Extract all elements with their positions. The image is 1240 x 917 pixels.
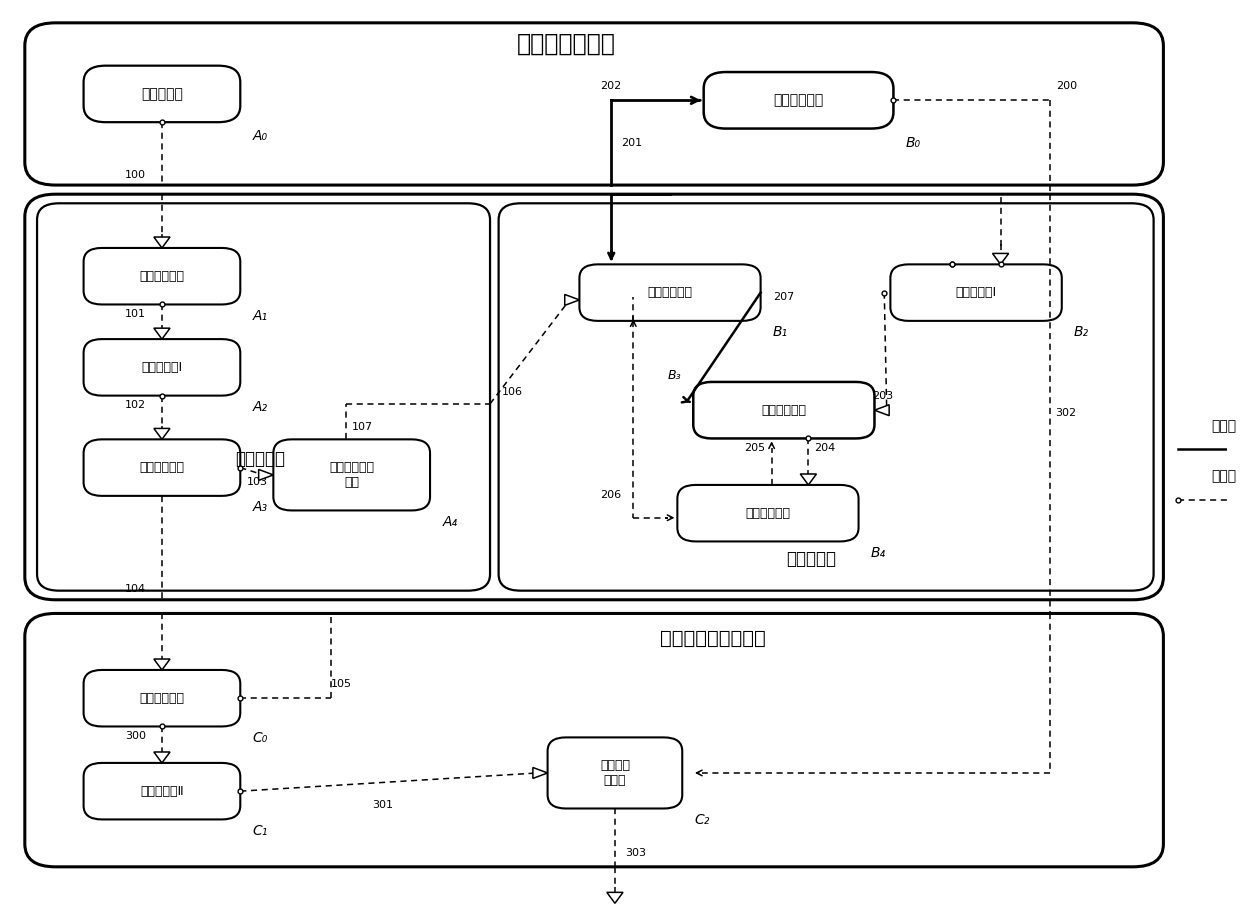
FancyBboxPatch shape	[677, 485, 858, 541]
Text: 音频增强模块: 音频增强模块	[139, 691, 185, 704]
FancyBboxPatch shape	[498, 204, 1153, 591]
Text: C₂: C₂	[694, 813, 709, 827]
FancyBboxPatch shape	[548, 737, 682, 809]
Polygon shape	[606, 892, 622, 903]
Text: B₂: B₂	[1074, 326, 1089, 339]
Text: B₄: B₄	[870, 546, 885, 560]
Text: B₃: B₃	[667, 369, 681, 382]
Text: 立体视觉装置: 立体视觉装置	[774, 94, 823, 107]
Text: 图像识别模块: 图像识别模块	[745, 507, 790, 520]
FancyBboxPatch shape	[83, 66, 241, 122]
Text: 云台控制中心: 云台控制中心	[647, 286, 692, 299]
Text: 100: 100	[125, 170, 146, 180]
Text: 200: 200	[1055, 82, 1076, 91]
Text: 301: 301	[372, 801, 393, 811]
Text: 101: 101	[125, 309, 146, 319]
Text: 音频采集模块: 音频采集模块	[139, 270, 185, 282]
Text: 音频工作区: 音频工作区	[234, 449, 285, 468]
Polygon shape	[154, 237, 170, 248]
FancyBboxPatch shape	[83, 763, 241, 820]
Text: A₁: A₁	[253, 309, 268, 323]
Text: 202: 202	[600, 82, 622, 91]
Text: A₄: A₄	[443, 515, 458, 529]
Text: 信息流: 信息流	[1211, 470, 1236, 483]
Text: 107: 107	[352, 422, 373, 432]
Text: 204: 204	[815, 443, 836, 453]
Text: 103: 103	[247, 477, 268, 487]
Polygon shape	[564, 294, 579, 305]
Text: 105: 105	[331, 679, 352, 689]
Polygon shape	[533, 768, 548, 779]
Text: 图像处理模块: 图像处理模块	[761, 403, 806, 416]
Text: 麦克风阵列: 麦克风阵列	[141, 87, 182, 101]
Text: 控制流: 控制流	[1211, 419, 1236, 433]
Text: C₀: C₀	[253, 731, 268, 745]
FancyBboxPatch shape	[25, 23, 1163, 185]
Polygon shape	[154, 428, 170, 439]
Polygon shape	[154, 328, 170, 339]
FancyBboxPatch shape	[579, 264, 760, 321]
Text: 207: 207	[773, 293, 794, 303]
Text: 视频音频合成工作区: 视频音频合成工作区	[660, 628, 766, 647]
Text: C₁: C₁	[253, 824, 268, 838]
FancyBboxPatch shape	[25, 194, 1163, 600]
Polygon shape	[154, 659, 170, 670]
Text: 104: 104	[125, 584, 146, 594]
Polygon shape	[259, 470, 273, 481]
FancyBboxPatch shape	[890, 264, 1061, 321]
Text: 106: 106	[502, 387, 523, 396]
FancyBboxPatch shape	[83, 439, 241, 496]
FancyBboxPatch shape	[273, 439, 430, 511]
Polygon shape	[992, 253, 1008, 264]
Text: 302: 302	[1055, 408, 1076, 418]
Text: 205: 205	[744, 443, 765, 453]
FancyBboxPatch shape	[693, 382, 874, 438]
Polygon shape	[800, 474, 816, 485]
Text: 视频工作区: 视频工作区	[786, 550, 836, 568]
Text: 集成传感器硬件: 集成传感器硬件	[517, 32, 615, 56]
Text: 102: 102	[125, 400, 146, 410]
Text: 206: 206	[600, 490, 621, 500]
FancyBboxPatch shape	[703, 72, 894, 128]
Text: 300: 300	[125, 731, 146, 741]
FancyBboxPatch shape	[37, 204, 490, 591]
Text: 音频去噪模块: 音频去噪模块	[139, 461, 185, 474]
Polygon shape	[874, 404, 889, 415]
Text: 音频缓冲区Ⅰ: 音频缓冲区Ⅰ	[141, 361, 182, 374]
Text: A₃: A₃	[253, 501, 268, 514]
Text: A₂: A₂	[253, 400, 268, 414]
Text: 303: 303	[625, 847, 646, 857]
Text: 视频音频
成模块: 视频音频 成模块	[600, 759, 630, 787]
Polygon shape	[154, 752, 170, 763]
Text: 203: 203	[872, 391, 893, 401]
FancyBboxPatch shape	[83, 339, 241, 395]
Text: B₀: B₀	[905, 136, 921, 149]
Text: 音频追踪定位
模块: 音频追踪定位 模块	[329, 461, 374, 489]
Text: A₀: A₀	[253, 129, 268, 143]
FancyBboxPatch shape	[25, 613, 1163, 867]
Text: 视频缓冲区Ⅰ: 视频缓冲区Ⅰ	[956, 286, 997, 299]
FancyBboxPatch shape	[83, 670, 241, 726]
Text: B₁: B₁	[773, 326, 787, 339]
FancyBboxPatch shape	[83, 248, 241, 304]
Text: 音频缓冲区Ⅱ: 音频缓冲区Ⅱ	[140, 785, 184, 798]
Text: 201: 201	[621, 138, 642, 148]
